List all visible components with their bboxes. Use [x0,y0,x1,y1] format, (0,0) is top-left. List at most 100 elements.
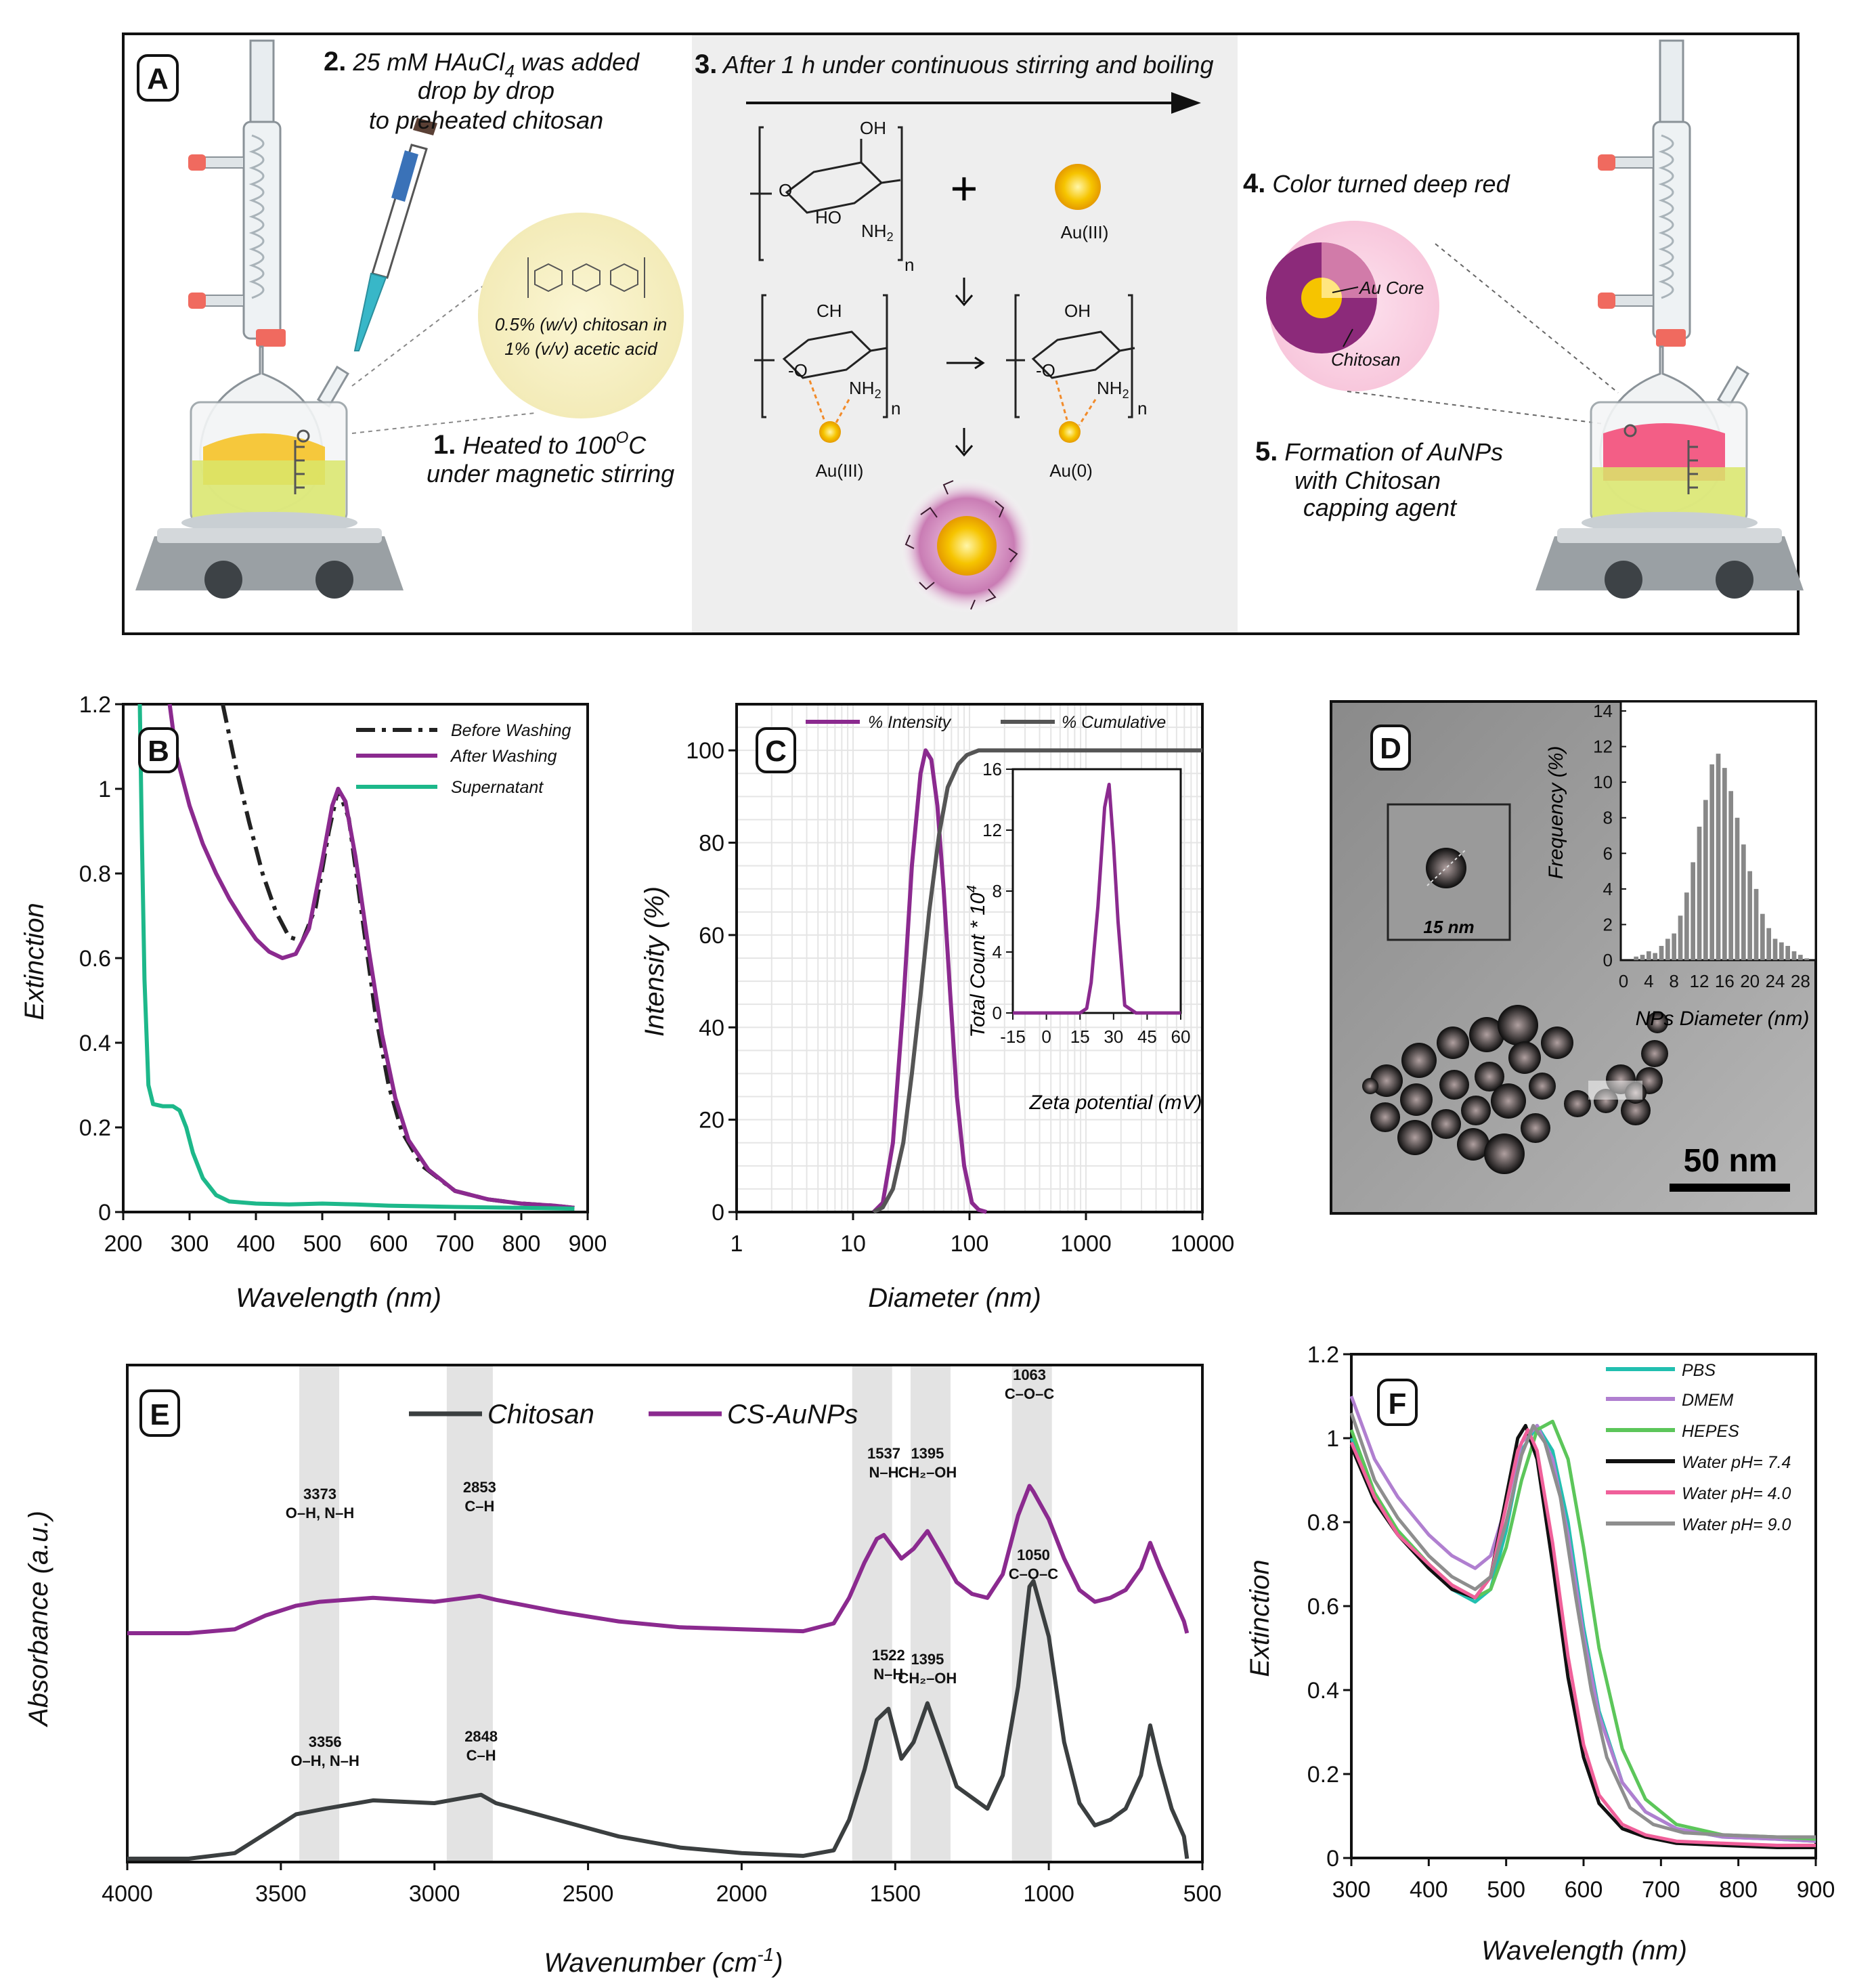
histogram-bar [1735,817,1740,960]
inset-xlabel: Zeta potential (mV) [1028,1092,1202,1114]
au-ion-icon [1055,164,1101,210]
core-shell-diagram [1266,221,1439,391]
svg-text:OH: OH [1064,301,1091,321]
panel-e-chart: 4000 3500 3000 2500 2000 1500 1000 500 3356 O–H, … [24,1364,1221,1978]
x-tick-label: 700 [1642,1877,1680,1903]
y-tick-label: 0.2 [1307,1762,1339,1788]
peak-label-number: 2853 [463,1479,496,1496]
panel-f-chart: 300 400 500 600 700 800 900 0 0.2 0.4 0.6 0.8 1 1.2 F… [1245,1342,1835,1966]
svg-text:E: E [150,1398,169,1431]
histogram-xlabel: NPs Diameter (nm) [1636,1008,1810,1030]
svg-text:B: B [148,735,169,768]
svg-text:C: C [765,735,787,768]
histogram-bar [1697,826,1702,960]
svg-text:OH: OH [860,118,886,138]
x-tick-label: 3500 [255,1881,307,1907]
histogram-bar [1709,764,1715,960]
x-tick-label: 4000 [102,1881,153,1907]
x-tick-label: 300 [171,1231,209,1257]
inset-x-tick-label: 0 [1041,1027,1051,1047]
svg-text:5. Formation of AuNPs: 5. Formation of AuNPs [1255,437,1503,467]
x-tick-label: 500 [1487,1877,1525,1903]
series-line-water-ph-4-0 [1349,1428,1816,1847]
x-tick-label: 400 [237,1231,276,1257]
y-tick-label: 0 [98,1200,111,1226]
hist-x-tick-label: 24 [1766,971,1785,991]
peak-label-bond: C–H [466,1747,496,1764]
svg-text:-O: -O [1036,360,1055,381]
panel-c-ylabel: Intensity (%) [640,886,670,1037]
histogram-bar [1741,844,1746,960]
ftir-band [446,1366,493,1861]
svg-text:capping agent: capping agent [1303,494,1458,521]
peak-label-bond: C–H [464,1498,494,1515]
x-tick-label: 1000 [1023,1881,1074,1907]
y-tick-label: 40 [699,1015,724,1041]
panel-a-schematic: A [122,33,1804,635]
svg-text:After Washing: After Washing [450,747,557,766]
ftir-band [1011,1366,1052,1861]
x-tick-label: 400 [1410,1877,1448,1903]
panel-label-f: F [1377,1379,1418,1426]
svg-text:D: D [1380,732,1401,765]
x-tick-label: 3000 [409,1881,460,1907]
peak-label-bond: CH₂–OH [898,1670,957,1687]
ftir-band [910,1366,951,1861]
svg-text:Supernatant: Supernatant [451,778,544,797]
svg-text:0.5% (w/v) chitosan in: 0.5% (w/v) chitosan in [495,314,667,334]
series-line-intensity [872,748,987,1214]
svg-text:HEPES: HEPES [1682,1422,1739,1441]
panel-c-legend: % Intensity % Cumulative [806,713,1166,732]
panel-b-xlabel: Wavelength (nm) [236,1283,441,1313]
x-tick-label: 2000 [716,1881,768,1907]
y-tick-label: 0 [1326,1846,1339,1872]
svg-text:Chitosan: Chitosan [487,1400,594,1429]
svg-text:to preheated chitosan: to preheated chitosan [369,106,603,134]
y-tick-label: 0.8 [1307,1510,1339,1536]
svg-text:n: n [1137,398,1147,418]
panel-e-ylabel: Absorbance (a.u.) [24,1511,53,1727]
histogram-bar [1797,955,1803,960]
svg-text:under magnetic stirring: under magnetic stirring [427,460,674,488]
svg-text:Water pH= 4.0: Water pH= 4.0 [1682,1484,1791,1503]
panel-f-plot-area: 300 400 500 600 700 800 900 0 0.2 0.4 0.6 0.8 1 1.2 [1307,1342,1835,1903]
svg-text:1% (v/v) acetic acid: 1% (v/v) acetic acid [504,339,658,359]
histogram-bar [1691,862,1696,960]
peak-label-bond: N–H [869,1464,898,1481]
hist-x-tick-label: 8 [1669,971,1678,991]
inset-x-tick-label: 60 [1171,1027,1191,1047]
right-apparatus [1535,39,1804,599]
peak-label-number: 3373 [303,1486,336,1503]
y-tick-label: 0.8 [79,861,111,887]
hist-y-tick-label: 8 [1603,808,1613,828]
peak-label-number: 2848 [464,1728,498,1745]
svg-text:CH: CH [816,301,842,321]
svg-text:% Cumulative: % Cumulative [1062,713,1166,732]
y-tick-label: 1.2 [79,692,111,718]
histogram-bar [1772,938,1778,960]
panel-b-plot-area: 200 300 400 500 600 700 800 900 0 0.2 0.4 0.6 0.8 1 1.… [79,692,607,1257]
peak-label-number: 1395 [911,1651,944,1668]
peak-label-bond: CH₂–OH [898,1464,957,1481]
svg-text:-O: -O [788,360,808,381]
hist-x-tick-label: 12 [1690,971,1709,991]
peak-label-number: 1050 [1017,1547,1050,1563]
svg-text:NH2: NH2 [849,378,881,401]
panel-f-legend: PBS DMEM HEPES Water pH= 7.4 Water pH= 4… [1606,1361,1791,1534]
histogram-bar [1634,956,1639,960]
histogram-bar [1672,933,1677,960]
series-line-water-ph-9-0 [1349,1412,1816,1839]
svg-text:drop by drop: drop by drop [418,77,554,104]
peak-label-number: 3356 [309,1733,342,1750]
svg-text:Water pH= 7.4: Water pH= 7.4 [1682,1453,1791,1472]
svg-text:4. Color turned deep red: 4. Color turned deep red [1243,169,1510,198]
peak-label-number: 1395 [911,1445,944,1462]
hist-x-tick-label: 16 [1715,971,1735,991]
panel-e-xlabel: Wavenumber (cm-1) [544,1944,783,1978]
histogram-bar [1640,955,1645,960]
ftir-band [299,1366,340,1861]
x-tick-label: 1500 [869,1881,921,1907]
svg-text:with Chitosan: with Chitosan [1294,467,1441,494]
